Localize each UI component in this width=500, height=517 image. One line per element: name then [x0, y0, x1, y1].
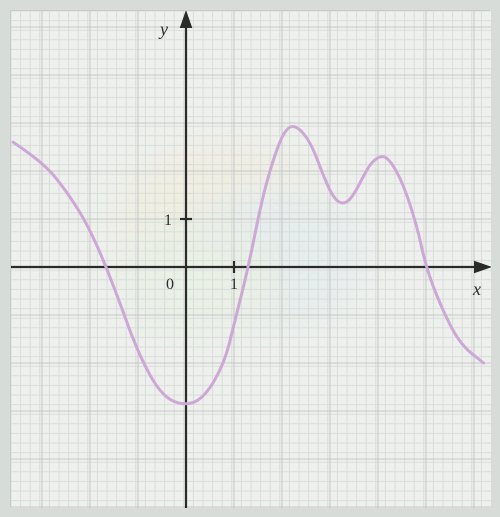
- origin-label: 0: [166, 276, 174, 293]
- xtick-label: 1: [230, 276, 238, 293]
- x-axis-label: x: [472, 279, 481, 299]
- y-axis-label: y: [158, 19, 168, 39]
- xy-plot: 1 1 0 y x: [10, 10, 490, 507]
- plot-svg: 1 1 0 y x: [11, 11, 491, 508]
- ytick-label: 1: [164, 212, 172, 229]
